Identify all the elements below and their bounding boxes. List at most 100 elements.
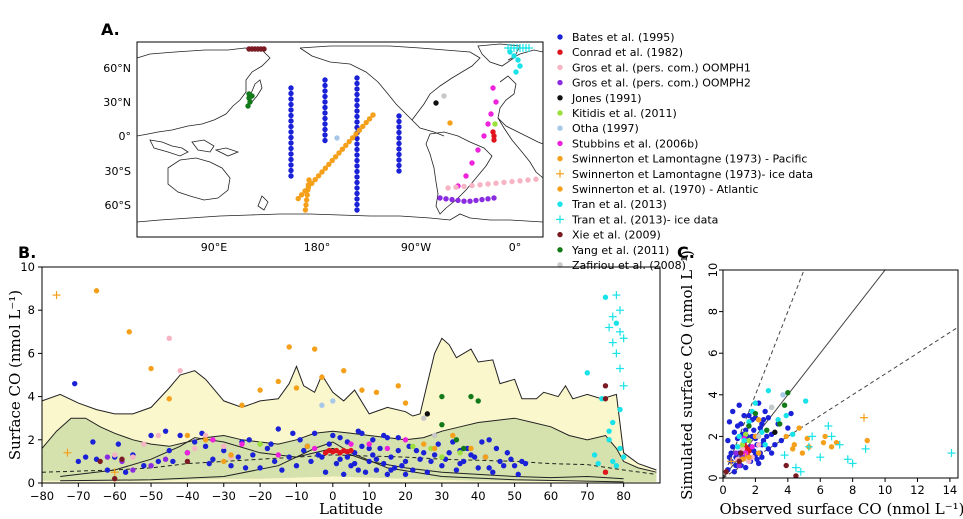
map-track-point — [477, 182, 483, 188]
x-tick-label: −80 — [30, 489, 54, 503]
data-point — [384, 471, 391, 478]
data-point — [421, 441, 427, 447]
data-point — [742, 431, 749, 438]
data-point — [736, 458, 742, 465]
x-tick-label: −60 — [103, 489, 127, 503]
data-point — [777, 421, 783, 427]
data-point — [93, 288, 100, 294]
map-track-point — [396, 124, 402, 130]
panel-c-scatter-plot: C. 0 2 4 6 8 10 12 14 0 2 4 6 8 10 Observed surface C… — [677, 243, 963, 518]
data-point — [602, 396, 609, 402]
panel-b-data-points — [52, 288, 628, 482]
map-track-point — [354, 185, 360, 191]
data-point — [421, 450, 427, 456]
data-point — [202, 437, 209, 443]
data-point — [286, 344, 292, 350]
map-track-point — [525, 44, 533, 52]
y-tick-label: 6 — [706, 350, 720, 357]
data-point — [482, 454, 489, 460]
map-track-point — [288, 134, 294, 141]
map-track-point — [449, 196, 455, 203]
map-track-point — [461, 198, 467, 204]
y-tick-label: 10 — [20, 260, 35, 274]
x-tick-label: 70 — [580, 489, 595, 503]
data-point — [781, 402, 788, 408]
map-track-point — [288, 162, 294, 168]
legend-item: Conrad et al. (1982) — [557, 46, 683, 59]
map-track-point — [356, 127, 363, 133]
y-tick-label: 0 — [28, 476, 35, 490]
data-point — [431, 452, 438, 458]
x-tick-label: 0 — [329, 489, 336, 503]
legend-item: Zafiriou et al. (2008) — [557, 259, 686, 272]
x-tick-label: −70 — [66, 489, 90, 503]
data-point — [326, 441, 332, 447]
legend-item: Gros et al. (pers. com.) OOMPH2 — [557, 77, 751, 90]
data-point — [370, 452, 376, 458]
data-point — [311, 445, 318, 452]
map-track-point — [354, 113, 360, 120]
data-point — [221, 443, 227, 449]
y-tick-label: 6 — [28, 346, 35, 360]
map-track-point — [481, 133, 487, 139]
data-point — [301, 447, 307, 454]
data-point — [772, 442, 778, 448]
data-point — [620, 454, 627, 460]
legend-label: Gros et al. (pers. com.) OOMPH2 — [572, 77, 751, 90]
x-tick-label: 14 — [943, 483, 958, 497]
data-plus-marker — [816, 453, 825, 462]
data-point — [468, 393, 474, 400]
data-point — [330, 432, 336, 439]
data-point — [319, 402, 325, 408]
map-track-point — [322, 165, 329, 171]
data-point — [410, 443, 416, 449]
data-plus-marker — [860, 413, 868, 422]
data-point — [355, 428, 361, 434]
data-point — [148, 463, 154, 469]
legend-label: Tran et al. (2013) — [571, 198, 667, 211]
legend-dot-marker — [557, 125, 563, 131]
data-point — [275, 426, 281, 432]
data-point — [739, 446, 746, 452]
data-point — [755, 433, 762, 440]
data-point — [742, 450, 749, 456]
legend: Bates et al. (1995) Conrad et al. (1982) G… — [556, 31, 813, 272]
legend-label: Stubbins et al. (2006b) — [572, 137, 698, 150]
data-point — [764, 433, 770, 440]
data-point — [337, 434, 343, 441]
map-track-point — [303, 202, 309, 208]
model-curve-line — [60, 441, 624, 483]
data-point — [344, 454, 351, 460]
data-point — [290, 430, 296, 437]
map-track-point — [302, 207, 309, 213]
map-track-point — [363, 119, 369, 126]
map-track-point — [354, 86, 360, 92]
map-track-point — [513, 69, 519, 75]
legend-item: Tran et al. (2013) — [557, 198, 667, 211]
data-point — [765, 414, 772, 421]
data-point — [184, 450, 191, 456]
data-point — [804, 435, 810, 442]
data-point — [228, 463, 234, 469]
data-plus-marker — [727, 457, 736, 466]
x-tick-label: 40 — [471, 489, 486, 503]
data-point — [500, 463, 507, 469]
map-track-point — [517, 63, 523, 69]
data-point — [497, 458, 503, 465]
data-point — [468, 445, 474, 452]
map-track-point — [354, 179, 360, 186]
data-plus-marker — [52, 291, 61, 300]
map-track-point — [447, 120, 453, 126]
map-track-point — [354, 196, 360, 202]
data-point — [257, 465, 263, 471]
data-point — [322, 450, 329, 456]
data-point — [508, 456, 514, 462]
data-point — [613, 463, 620, 469]
data-plus-marker — [608, 338, 617, 347]
map-frame — [136, 41, 544, 238]
data-plus-marker — [861, 444, 870, 453]
x-tick-label: 4 — [784, 483, 791, 497]
reference-line-dashed — [723, 326, 958, 478]
map-track-point — [336, 150, 342, 156]
map-track-point — [343, 142, 349, 149]
